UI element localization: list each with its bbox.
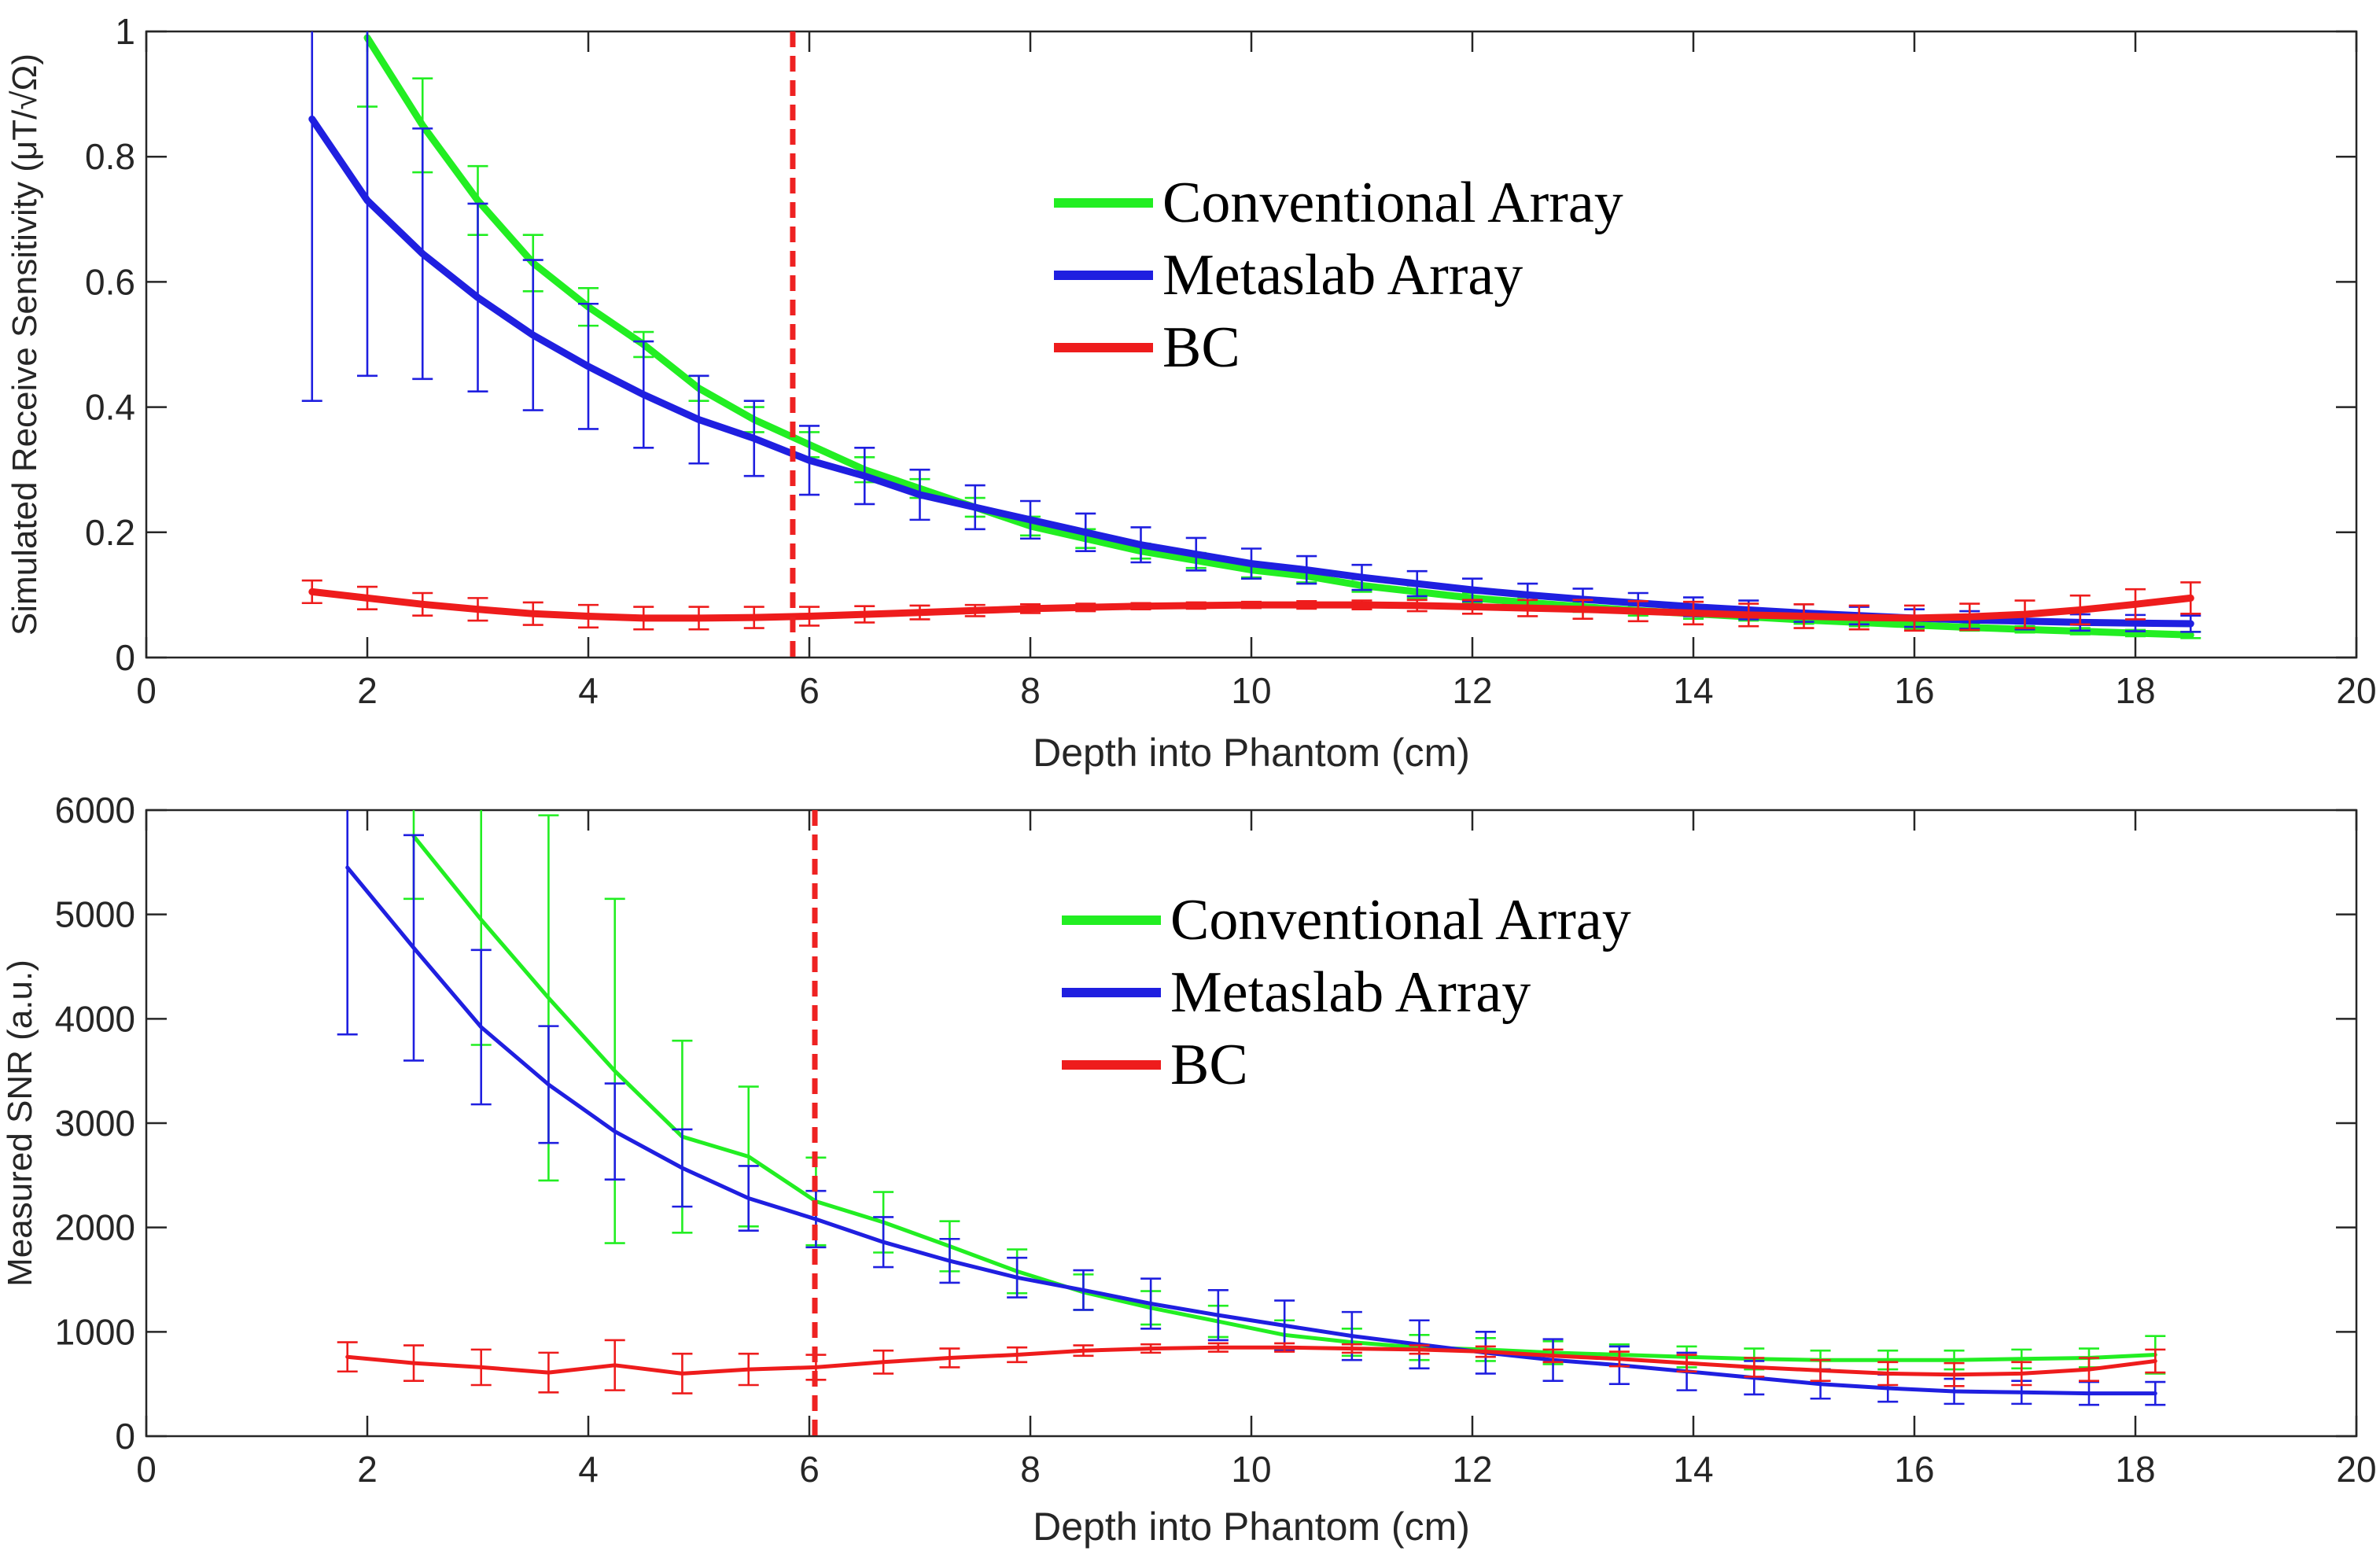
x-tick-label: 14 [1673, 1449, 1713, 1490]
y-tick-label: 0.6 [85, 261, 135, 302]
y-tick-label: 1000 [55, 1311, 135, 1352]
legend-label: Metaslab Array [1170, 960, 1531, 1025]
x-tick-label: 2 [357, 1449, 378, 1490]
series-line [345, 1345, 2157, 1377]
series-metaslab-array [301, 31, 2201, 633]
series-metaslab-array [337, 810, 2166, 1406]
legend-label: BC [1162, 315, 1240, 380]
series-line [345, 865, 2157, 1396]
legend-label: BC [1170, 1033, 1248, 1097]
legend-label: Conventional Array [1162, 171, 1623, 235]
series-conventional-array [357, 31, 2201, 639]
x-tick-label: 0 [136, 1449, 157, 1490]
x-tick-label: 6 [799, 1449, 820, 1490]
y-tick-label: 6000 [55, 790, 135, 831]
y-tick-label: 0 [115, 1416, 135, 1457]
x-tick-label: 4 [578, 1449, 599, 1490]
x-axis-label: Depth into Phantom (cm) [1033, 731, 1470, 775]
x-tick-label: 6 [799, 670, 820, 711]
y-tick-label: 1 [115, 11, 135, 52]
y-axis-label: Measured SNR (a.u.) [1, 960, 39, 1287]
x-tick-label: 14 [1673, 670, 1713, 711]
y-tick-label: 5000 [55, 894, 135, 935]
y-tick-label: 4000 [55, 998, 135, 1039]
x-tick-label: 12 [1452, 670, 1492, 711]
y-tick-label: 0 [115, 637, 135, 678]
x-tick-label: 18 [2115, 670, 2155, 711]
x-tick-label: 20 [2336, 670, 2376, 711]
x-tick-label: 10 [1231, 670, 1271, 711]
x-tick-label: 16 [1894, 670, 1934, 711]
legend-label: Conventional Array [1170, 888, 1631, 952]
y-tick-label: 2000 [55, 1207, 135, 1248]
x-tick-label: 8 [1020, 670, 1041, 711]
y-axis-label: Simulated Receive Sensitivity (μT/√Ω) [6, 53, 44, 636]
series-line [363, 34, 2194, 639]
x-tick-label: 16 [1894, 1449, 1934, 1490]
x-tick-label: 4 [578, 670, 599, 711]
series-line [308, 588, 2194, 622]
x-tick-label: 20 [2336, 1449, 2376, 1490]
y-tick-label: 3000 [55, 1103, 135, 1144]
y-tick-label: 0.8 [85, 136, 135, 177]
legend-label: Metaslab Array [1162, 243, 1523, 308]
chart-panel-sensitivity: 0 2 4 6 8 10 12 14 16 18 20 0 0.2 0.4 0.6 0.8 1 Depth int… [6, 11, 2377, 775]
chart-panel-snr: 0 2 4 6 8 10 12 14 16 18 20 0 1000 2000 3000 4000 5000 60… [1, 790, 2377, 1549]
series-bc [301, 579, 2201, 632]
y-tick-label: 0.2 [85, 512, 135, 553]
x-tick-label: 0 [136, 670, 157, 711]
x-tick-label: 2 [357, 670, 378, 711]
x-tick-label: 8 [1020, 1449, 1041, 1490]
x-tick-label: 18 [2115, 1449, 2155, 1490]
x-tick-label: 10 [1231, 1449, 1271, 1490]
x-tick-label: 12 [1452, 1449, 1492, 1490]
y-tick-label: 0.4 [85, 387, 135, 428]
series-bc [337, 1339, 2166, 1394]
x-axis-label: Depth into Phantom (cm) [1033, 1505, 1470, 1549]
